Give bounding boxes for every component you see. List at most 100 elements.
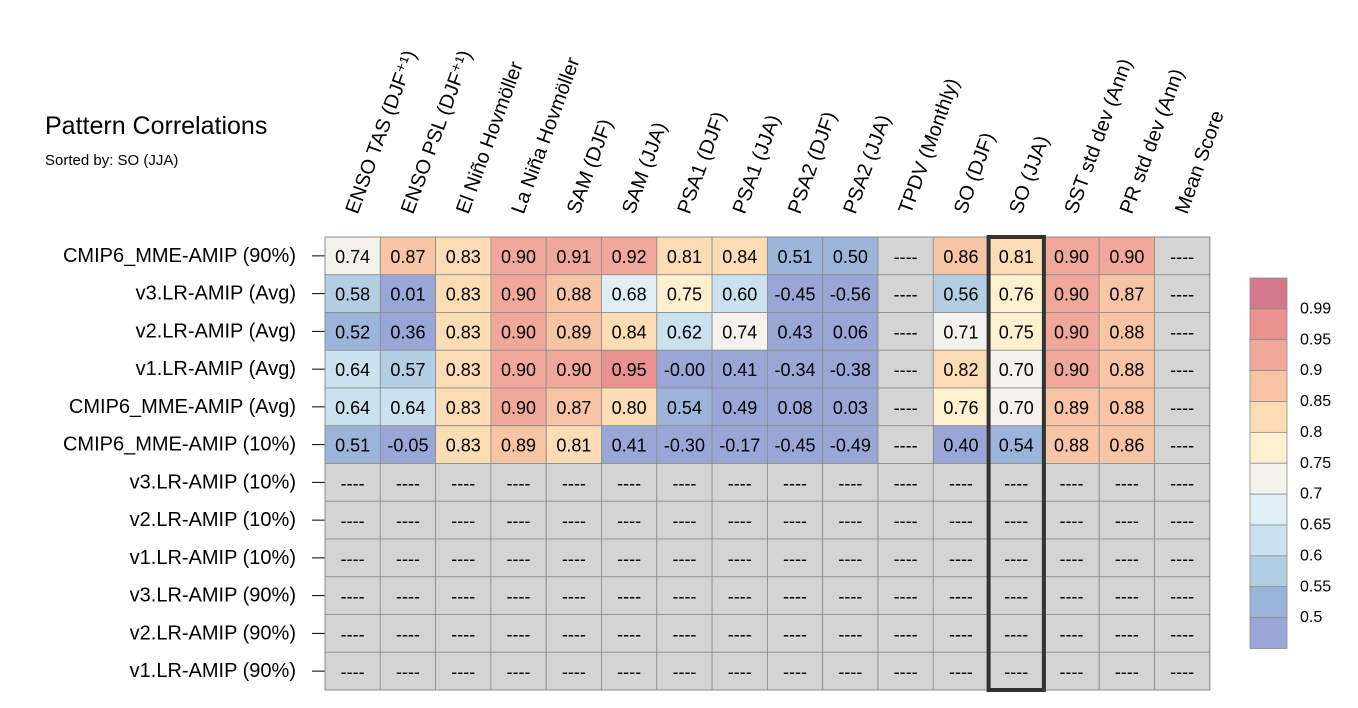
heatmap-cell (435, 538, 492, 578)
heatmap-cell (1098, 614, 1155, 653)
heatmap-cell (932, 463, 989, 502)
heatmap-cell (767, 463, 824, 502)
colorbar-segment (1249, 493, 1288, 526)
heatmap-cell (822, 538, 879, 578)
cell-value-label: 0.86 (1109, 436, 1144, 456)
cell-value-label: ---- (507, 511, 531, 531)
cell-value-label: 0.83 (446, 360, 481, 380)
cell-value-label: ---- (783, 549, 807, 569)
heatmap-cell (601, 312, 658, 351)
heatmap-cell (324, 387, 381, 427)
cell-value-label: ---- (507, 587, 531, 607)
heatmap-cell (877, 312, 934, 351)
heatmap-cell (877, 387, 934, 427)
cell-value-label: ---- (1170, 285, 1194, 305)
column-label: TPDV (Monthly) (895, 76, 964, 217)
cell-value-label: ---- (1170, 322, 1194, 342)
heatmap-cell (932, 387, 989, 427)
heatmap-cell (877, 500, 934, 540)
cell-value-label: 0.49 (722, 398, 757, 418)
cell-value-label: 0.40 (943, 436, 978, 456)
column-label: Mean Score (1171, 108, 1229, 217)
cell-value-label: ---- (672, 473, 696, 493)
cell-value-label: ---- (396, 587, 420, 607)
cell-value-label: 0.90 (556, 360, 591, 380)
heatmap-cell (767, 576, 824, 615)
cell-value-label: ---- (728, 511, 752, 531)
cell-value-label: 0.41 (722, 360, 757, 380)
cell-value-label: 0.89 (501, 436, 536, 456)
cell-value-label: ---- (341, 549, 365, 569)
row-label: v1.LR-AMIP (Avg) (136, 358, 296, 380)
colorbar-label: 0.6 (1300, 547, 1322, 564)
colorbar-segment (1249, 308, 1288, 341)
heatmap-cell (822, 349, 879, 389)
column-label: SAM (JJA) (618, 119, 671, 216)
cell-value-label: 0.57 (390, 360, 425, 380)
heatmap-cell (435, 576, 492, 615)
row-label: v2.LR-AMIP (Avg) (136, 320, 296, 342)
heatmap-cell (1098, 236, 1155, 276)
heatmap-cell (379, 312, 436, 351)
cell-value-label: ---- (341, 587, 365, 607)
heatmap-cell (656, 425, 713, 464)
cell-value-label: 0.36 (390, 322, 425, 342)
heatmap-cell (932, 538, 989, 578)
heatmap-cell (1154, 274, 1211, 313)
heatmap-cell (877, 349, 934, 389)
cell-value-label: ---- (672, 549, 696, 569)
cell-value-label: 0.90 (1054, 285, 1089, 305)
heatmap-cell (435, 349, 492, 389)
cell-value-label: ---- (1170, 587, 1194, 607)
colorbar-segment (1249, 277, 1288, 310)
cell-value-label: ---- (617, 549, 641, 569)
heatmap-cell (435, 463, 492, 502)
column-label: PSA2 (JJA) (839, 112, 895, 217)
heatmap-cell (1098, 425, 1155, 464)
cell-value-label: ---- (507, 549, 531, 569)
cell-value-label: ---- (672, 587, 696, 607)
heatmap-cell (435, 274, 492, 313)
heatmap-cell (490, 463, 547, 502)
heatmap-cell (656, 387, 713, 427)
cell-value-label: ---- (783, 662, 807, 682)
heatmap-cell (545, 349, 602, 389)
heatmap-cell (656, 538, 713, 578)
cell-value-label: ---- (1060, 473, 1084, 493)
heatmap-cell (656, 614, 713, 653)
cell-value-label: -0.49 (830, 436, 871, 456)
chart-title: Pattern Correlations (45, 112, 268, 140)
heatmap-cell (767, 614, 824, 653)
heatmap-cell (877, 425, 934, 464)
row-label: v3.LR-AMIP (Avg) (136, 283, 296, 305)
cell-value-label: ---- (451, 549, 475, 569)
cell-value-label: 0.87 (1109, 285, 1144, 305)
heatmap-cell (932, 651, 989, 691)
colorbar-segment (1249, 555, 1288, 588)
colorbar-label: 0.85 (1300, 393, 1331, 410)
cell-value-label: ---- (1115, 624, 1139, 644)
heatmap-cell (1043, 349, 1100, 389)
colorbar: 0.99 0.95 0.9 0.85 0.8 0.75 0.7 0.65 0.6 0.55 0.5 (1249, 277, 1331, 649)
heatmap-cell (711, 349, 768, 389)
heatmap-cell (822, 425, 879, 464)
heatmap-cell (601, 463, 658, 502)
cell-value-label: 0.43 (778, 322, 813, 342)
cell-value-label: ---- (1060, 511, 1084, 531)
cell-value-label: 0.03 (833, 398, 868, 418)
cell-value-label: ---- (617, 624, 641, 644)
cell-value-label: ---- (562, 662, 586, 682)
cell-value-label: 0.83 (446, 436, 481, 456)
column-label: PSA1 (DJF) (673, 109, 730, 217)
colorbar-segment (1249, 370, 1288, 402)
heatmap-cell (988, 614, 1045, 653)
cell-value-label: ---- (838, 662, 862, 682)
cell-value-label: ---- (617, 587, 641, 607)
highlight-column-box (986, 235, 1046, 692)
heatmap-cell (877, 463, 934, 502)
heatmap-cell (1098, 576, 1155, 615)
heatmap-cell (656, 651, 713, 691)
cell-value-label: 0.58 (335, 285, 370, 305)
cell-value-label: ---- (341, 662, 365, 682)
